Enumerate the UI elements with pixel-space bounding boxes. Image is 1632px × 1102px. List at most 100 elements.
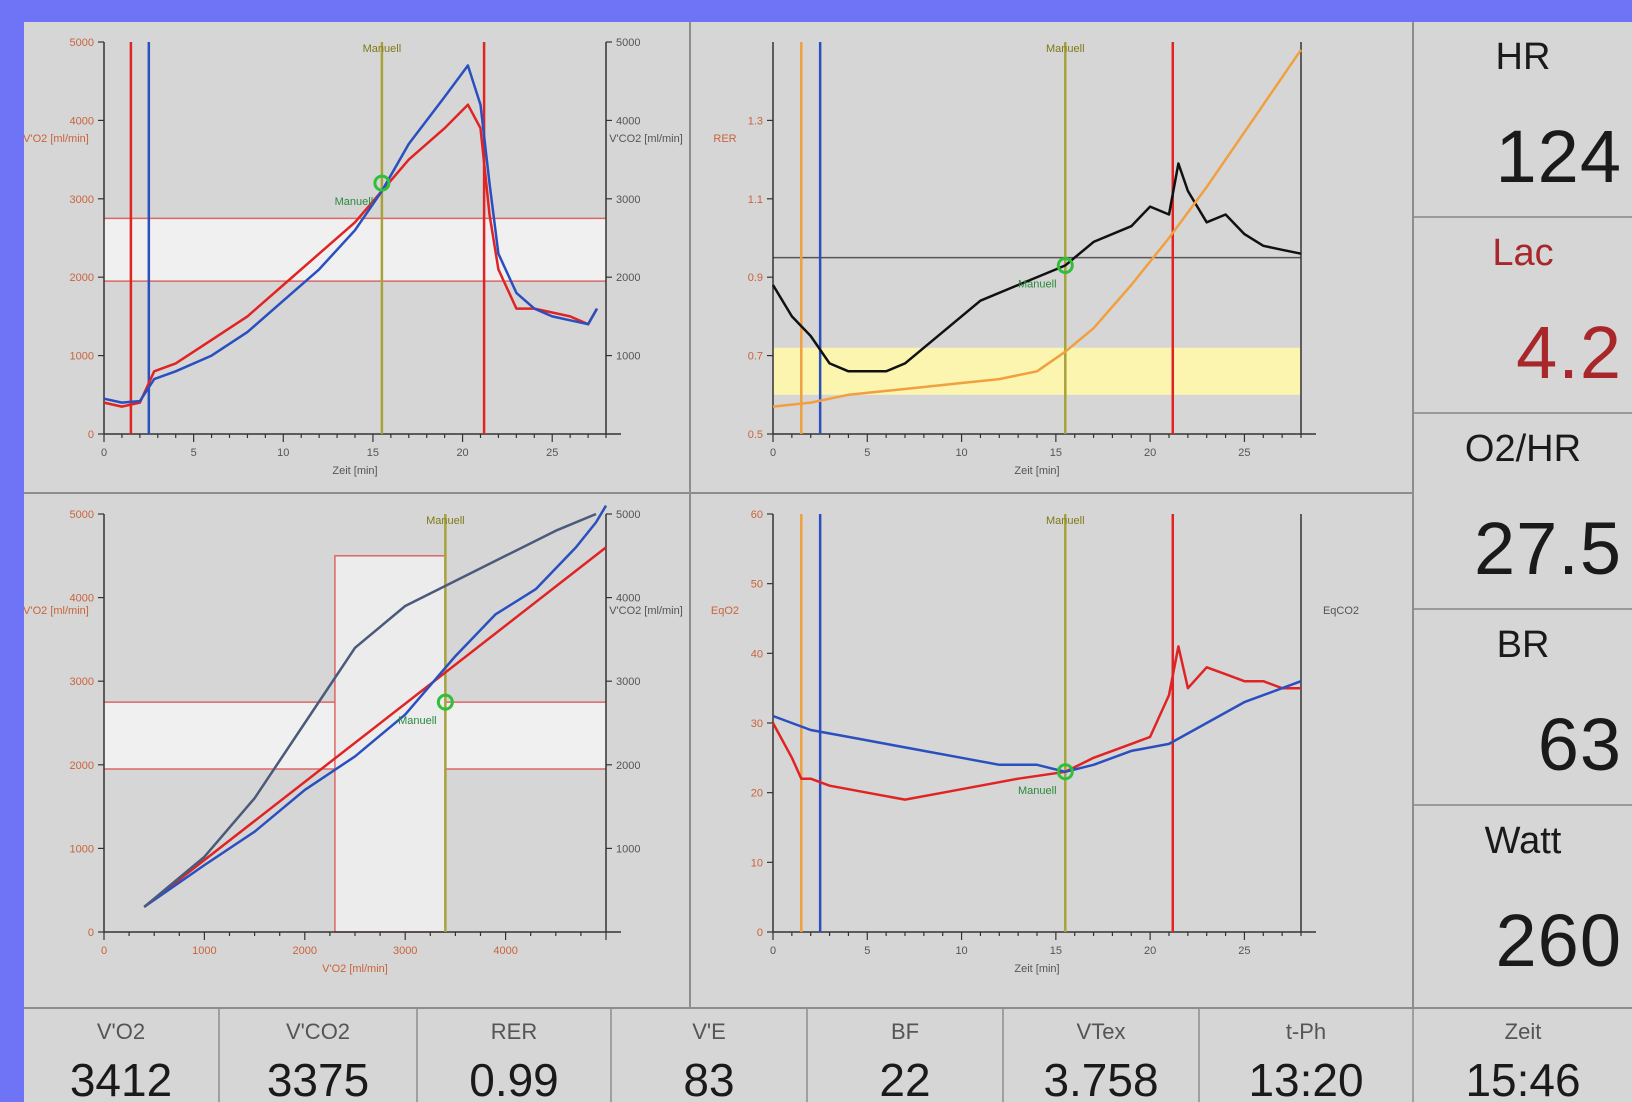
stat-vco2: V'CO2 3375 xyxy=(220,1009,418,1102)
x-tick-label: 10 xyxy=(277,447,289,459)
x-tick-label: 0 xyxy=(101,447,107,459)
stat-vco2-value: 3375 xyxy=(266,1054,370,1102)
series-line-blue xyxy=(103,64,599,404)
x-tick-label: 0 xyxy=(101,945,107,957)
y-tick-label: 2000 xyxy=(70,760,94,772)
y-tick-label: 60 xyxy=(751,509,763,521)
manuell-label: Manuell xyxy=(1046,515,1085,527)
y2-axis-label: V'CO2 [ml/min] xyxy=(609,133,683,145)
stat-vtex-label: VTex xyxy=(1076,1019,1126,1044)
stat-tph-label: t-Ph xyxy=(1285,1019,1327,1044)
stat-vo2-value: 3412 xyxy=(69,1054,173,1102)
metric-watt-value: 260 xyxy=(1495,899,1622,982)
metric-hr-value: 124 xyxy=(1495,115,1622,198)
chart-eqo2-eqco2: 0 5 10 15 20 25 Zeit [min] 0 10 20 30 40 50 60 EqO2 EqC… xyxy=(691,494,1412,1007)
threshold-marker xyxy=(373,174,391,192)
x-axis-label: V'O2 [ml/min] xyxy=(322,963,388,975)
x-tick-label: 20 xyxy=(1144,447,1156,459)
y2-tick-label: 4000 xyxy=(616,593,640,605)
metric-br-value: 63 xyxy=(1537,703,1622,786)
metric-o2hr-value: 27.5 xyxy=(1473,507,1622,590)
metric-hr-label: HR xyxy=(1495,36,1551,78)
metric-hr: HR 124 xyxy=(1414,22,1632,218)
chart-vslope: 0 1000 2000 3000 4000 V'O2 [ml/min] 0 1000 2000 3… xyxy=(24,494,689,1007)
y2-axis-label: V'CO2 [ml/min] xyxy=(609,605,683,617)
x-tick-label: 5 xyxy=(864,447,870,459)
metric-watt-label: Watt xyxy=(1484,820,1562,862)
y-tick-label: 0.9 xyxy=(748,272,763,284)
chart-rer-svg: 0 5 10 15 20 25 Zeit [min] 0.5 0.7 0.9 1.1 1.3 RER Ma… xyxy=(713,42,1316,477)
y-tick-label: 4000 xyxy=(70,593,94,605)
stat-zeit-label: Zeit xyxy=(1504,1019,1542,1044)
y-tick-label: 1000 xyxy=(70,843,94,855)
metric-o2hr-label: O2/HR xyxy=(1464,428,1582,470)
stat-vtex: VTex 3.758 xyxy=(1004,1009,1200,1102)
stat-rer-value: 0.99 xyxy=(469,1054,559,1102)
y2-tick-label: 5000 xyxy=(616,37,640,49)
y-tick-label: 3000 xyxy=(70,194,94,206)
y-tick-label: 5000 xyxy=(70,37,94,49)
y2-tick-label: 1000 xyxy=(616,351,640,363)
statsbar-divider xyxy=(24,1007,1632,1009)
x-axis-label: Zeit [min] xyxy=(1014,963,1059,975)
y-axis-label: EqO2 xyxy=(711,605,739,617)
series-line-black xyxy=(771,162,1302,373)
series-line-red xyxy=(143,546,607,908)
y2-tick-label: 2000 xyxy=(616,272,640,284)
metric-watt: Watt 260 xyxy=(1414,806,1632,1009)
series-line-orange xyxy=(772,49,1303,408)
y-tick-label: 0 xyxy=(757,927,763,939)
x-tick-label: 10 xyxy=(955,447,967,459)
x-tick-label: 4000 xyxy=(493,945,517,957)
y2-tick-label: 5000 xyxy=(616,509,640,521)
y2-tick-label: 3000 xyxy=(616,194,640,206)
y-axis-label: RER xyxy=(713,133,736,145)
y2-tick-label: 4000 xyxy=(616,115,640,127)
y-tick-label: 10 xyxy=(751,857,763,869)
y-tick-label: 5000 xyxy=(70,509,94,521)
x-axis-label: Zeit [min] xyxy=(332,465,377,477)
y-tick-label: 50 xyxy=(751,579,763,591)
stat-tph-value: 13:20 xyxy=(1248,1054,1364,1102)
x-tick-label: 25 xyxy=(1238,945,1250,957)
y-tick-label: 1.3 xyxy=(748,115,763,127)
stat-ve-label: V'E xyxy=(692,1019,726,1044)
y-axis-label: V'O2 [ml/min] xyxy=(24,605,89,617)
manuell-label: Manuell xyxy=(1046,43,1085,55)
stat-ve: V'E 83 xyxy=(612,1009,808,1102)
threshold-marker-label: Manuell xyxy=(1018,278,1057,290)
x-tick-label: 15 xyxy=(1050,447,1062,459)
manuell-label: Manuell xyxy=(363,43,402,55)
y-tick-label: 20 xyxy=(751,788,763,800)
metric-br: BR 63 xyxy=(1414,610,1632,806)
x-tick-label: 15 xyxy=(1050,945,1062,957)
x-tick-label: 1000 xyxy=(192,945,216,957)
y-tick-label: 0.7 xyxy=(748,351,763,363)
y-tick-label: 0 xyxy=(88,927,94,939)
x-axis-label: Zeit [min] xyxy=(1014,465,1059,477)
stat-zeit: Zeit 15:46 xyxy=(1414,1009,1632,1102)
stat-ve-value: 83 xyxy=(683,1054,735,1102)
x-tick-label: 20 xyxy=(456,447,468,459)
y-tick-label: 1.1 xyxy=(748,194,763,206)
series-line-blue xyxy=(772,680,1302,774)
y-tick-label: 2000 xyxy=(70,272,94,284)
chart-eq-svg: 0 5 10 15 20 25 Zeit [min] 0 10 20 30 40 50 60 EqO2 EqC… xyxy=(711,509,1359,975)
metric-br-label: BR xyxy=(1496,624,1550,666)
x-tick-label: 25 xyxy=(1238,447,1250,459)
vslope-box xyxy=(334,555,447,933)
stat-vco2-label: V'CO2 xyxy=(285,1019,351,1044)
series-line-gray xyxy=(143,512,597,908)
metrics-divider xyxy=(1412,22,1414,1009)
stats-bar: V'O2 3412 V'CO2 3375 RER 0.99 V'E 83 BF … xyxy=(24,1009,1632,1102)
metric-o2hr: O2/HR 27.5 xyxy=(1414,414,1632,610)
stat-vo2: V'O2 3412 xyxy=(24,1009,220,1102)
stat-rer: RER 0.99 xyxy=(418,1009,612,1102)
metric-lac-label: Lac xyxy=(1492,232,1554,274)
chart-vo2-vco2-svg: 0 5 10 15 20 25 Zeit [min] 0 1000 2000 3000 4000 500… xyxy=(24,37,683,477)
threshold-marker xyxy=(436,693,454,711)
chart-vo2-vco2-time: 0 5 10 15 20 25 Zeit [min] 0 1000 2000 3000 4000 500… xyxy=(24,22,689,492)
stat-bf-value: 22 xyxy=(879,1054,931,1102)
threshold-band xyxy=(104,218,606,282)
